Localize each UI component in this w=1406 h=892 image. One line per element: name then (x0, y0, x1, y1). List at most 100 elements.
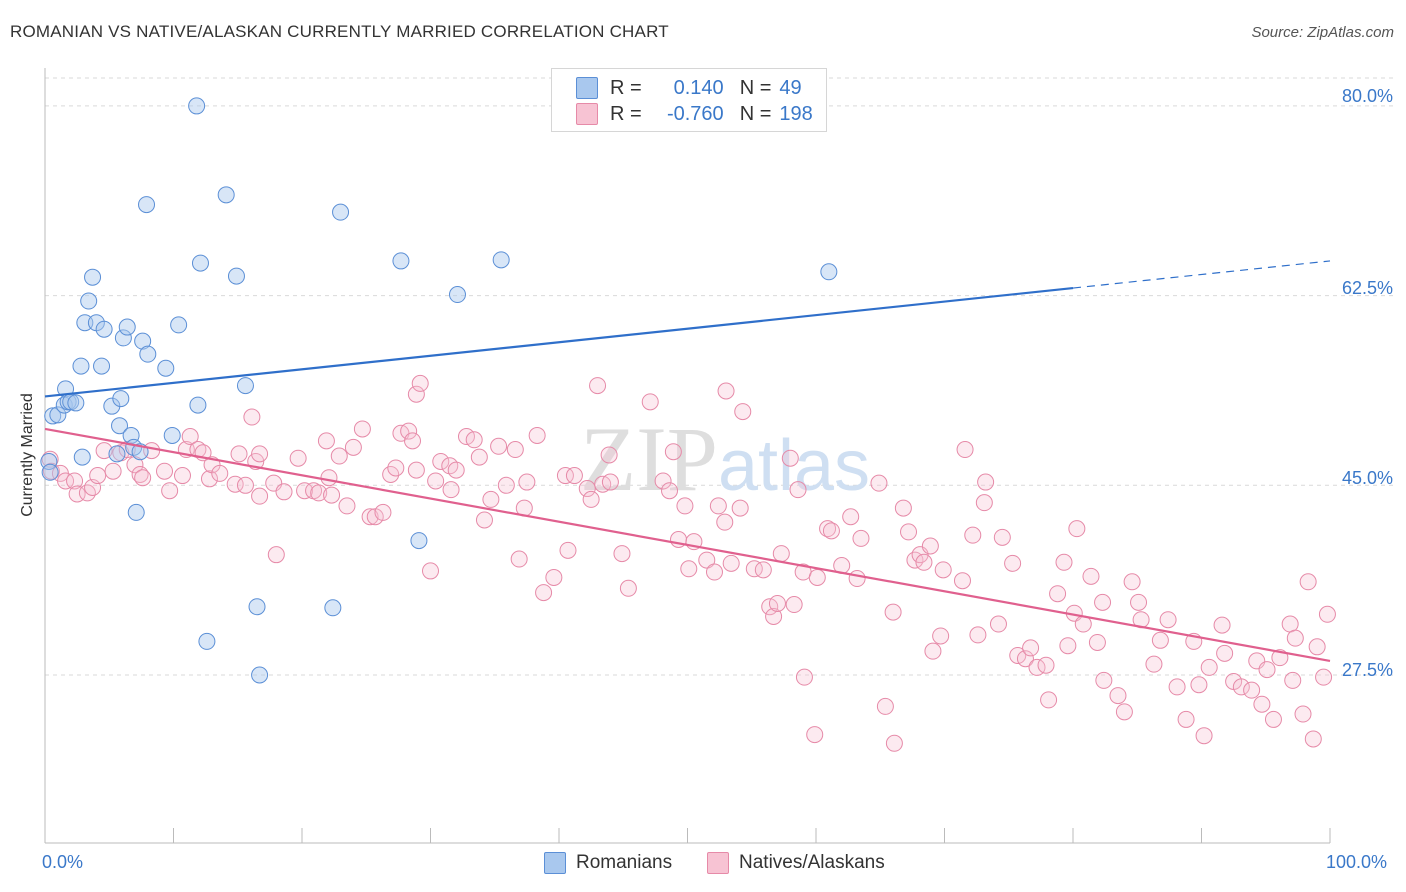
romanian-point (80, 292, 98, 310)
native-point (181, 428, 199, 446)
native-point (1308, 638, 1326, 656)
native-point (915, 553, 933, 571)
romanian-point (118, 318, 136, 336)
y-axis-label: Currently Married (19, 393, 36, 517)
legend-item-romanians[interactable]: Romanians (544, 852, 672, 874)
legend-item-natives-alaskans[interactable]: Natives/Alaskans (707, 852, 885, 874)
native-point (89, 467, 107, 485)
native-point (482, 490, 500, 508)
romanian-point (217, 186, 235, 204)
native-point (1264, 710, 1282, 728)
native-point (709, 497, 727, 515)
native-point (1145, 655, 1163, 673)
native-point (243, 408, 261, 426)
native-point (407, 461, 425, 479)
native-point (510, 550, 528, 568)
native-point (442, 481, 460, 499)
romanian-point (188, 97, 206, 115)
native-point (1040, 691, 1058, 709)
native-point (795, 668, 813, 686)
native-point (589, 377, 607, 395)
native-point (1284, 671, 1302, 689)
y-tick-label: 27.5% (1341, 660, 1393, 680)
romanian-point (189, 396, 207, 414)
native-point (1016, 650, 1034, 668)
native-point (161, 482, 179, 500)
native-point (374, 503, 392, 521)
legend-swatch (576, 77, 598, 99)
native-point (1159, 611, 1177, 629)
native-point (156, 462, 174, 480)
native-point (344, 438, 362, 456)
romanian-point (72, 357, 90, 375)
native-point (422, 562, 439, 580)
native-point (969, 626, 987, 644)
native-point (885, 734, 903, 752)
native-point (387, 459, 405, 477)
native-point (964, 526, 982, 544)
romanian-point (324, 599, 342, 617)
native-point (582, 490, 600, 508)
romanian-point (248, 598, 266, 616)
native-point (993, 528, 1011, 546)
native-point (411, 374, 429, 392)
watermark: ZIPatlas (580, 408, 870, 510)
native-point (921, 537, 939, 555)
romanian-point (157, 359, 175, 377)
native-point (1095, 671, 1113, 689)
native-point (289, 449, 307, 467)
native-point (852, 529, 870, 547)
romanian-point (44, 407, 62, 425)
native-point (200, 470, 218, 488)
native-point (1022, 639, 1040, 657)
native-point (506, 441, 524, 459)
native-point (432, 452, 450, 470)
native-point (1258, 661, 1276, 679)
y-tick-label: 80.0% (1341, 86, 1393, 106)
axes (44, 68, 1331, 844)
native-point (600, 446, 618, 464)
romanian-point (138, 196, 156, 214)
native-point (953, 572, 971, 590)
romanian-point (492, 251, 510, 269)
native-point (317, 432, 335, 450)
native-point (894, 499, 912, 517)
native-point (1315, 668, 1333, 686)
native-point (654, 472, 672, 490)
native-point (1130, 593, 1148, 611)
native-point (789, 481, 807, 499)
romanian-point (67, 394, 85, 412)
romanians-trend-extension (1072, 260, 1331, 289)
native-point (680, 560, 698, 578)
native-point (870, 474, 888, 492)
romanian-point (76, 314, 94, 332)
native-point (1037, 656, 1055, 674)
native-point (619, 579, 637, 597)
native-point (251, 487, 269, 505)
native-point (661, 482, 679, 500)
native-point (310, 484, 328, 502)
native-point (1213, 616, 1231, 634)
native-point (275, 483, 293, 501)
native-point (1200, 658, 1218, 676)
native-point (676, 497, 694, 515)
native-point (78, 484, 96, 502)
legend-swatch (544, 852, 566, 874)
romanian-point (170, 316, 188, 334)
watermark-atlas: atlas (718, 426, 870, 506)
x-tick-label: 0.0% (42, 852, 84, 872)
watermark-zip: ZIP (580, 408, 718, 510)
r-value: -0.760 (666, 102, 724, 125)
romanian-point (410, 532, 428, 550)
native-point (754, 561, 772, 579)
trend-lines (44, 260, 1331, 662)
native-point (1168, 678, 1186, 696)
romanian-point (820, 263, 838, 281)
native-point (934, 561, 952, 579)
n-value: 198 (779, 102, 813, 125)
native-point (1115, 703, 1133, 721)
native-point (353, 420, 371, 438)
native-point (698, 551, 716, 569)
native-point (545, 568, 563, 586)
series-romanians (40, 97, 838, 684)
